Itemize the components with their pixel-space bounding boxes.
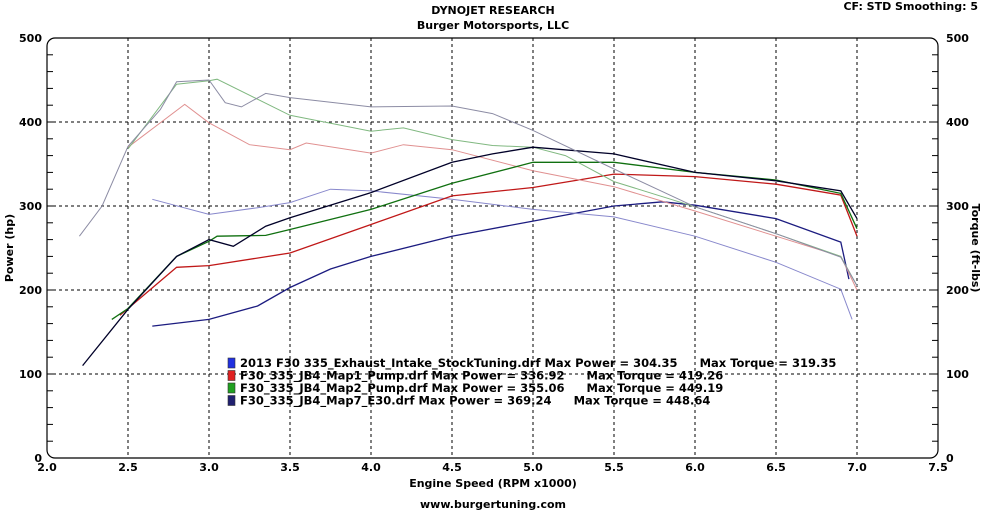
legend-entry: F30_335_JB4_Map2_Pump.drf Max Power = 355… [227,381,724,396]
y2-axis-label: Torque (ft-lbs) [969,204,982,293]
y2-tick-label: 300 [946,200,969,213]
legend-file: 2013 F30 335_Exhaust_Intake_StockTuning.… [240,356,541,371]
legend-swatch [227,395,236,406]
series-power-run-1 [119,173,858,316]
chart-subtitle: Burger Motorsports, LLC [417,19,569,32]
axis-ticks: 2.0 2.5 3.0 3.5 4.0 4.5 5.0 5.5 6.0 6.5 7.0 7.50 010… [19,32,969,474]
plot-frame [46,37,939,459]
legend-max-power: Max Power = 369.24 [418,394,551,408]
legend-entry: 2013 F30 335_Exhaust_Intake_StockTuning.… [227,356,837,371]
grid [47,38,938,458]
settings-label: CF: STD Smoothing: 5 [843,0,978,13]
y-tick-label: 200 [19,284,42,297]
series-power-run-2 [111,161,858,320]
x-tick-label: 2.0 [37,461,57,474]
x-tick-label: 4.0 [361,461,381,474]
chart-title: DYNOJET RESEARCH [431,4,554,17]
series-lines [79,78,858,367]
legend-max-torque: Max Torque = 449.19 [587,381,724,395]
legend-file: F30_335_JB4_Map7_E30.drf [240,394,415,409]
series-torque-run-2 [127,78,858,287]
y2-tick-label: 0 [946,452,954,465]
x-tick-label: 2.5 [118,461,138,474]
legend-max-torque: Max Torque = 448.64 [574,394,711,408]
y-tick-label: 300 [19,200,42,213]
legend-file: F30_335_JB4_Map2_Pump.drf [240,381,428,396]
series-power-run-3 [82,146,858,367]
y2-tick-label: 100 [946,368,969,381]
y-tick-label: 500 [19,32,42,45]
y2-tick-label: 400 [946,116,969,129]
legend-entry: F30_335_JB4_Map7_E30.drf Max Power = 369.… [227,394,711,409]
x-tick-label: 3.5 [280,461,300,474]
y-tick-label: 100 [19,368,42,381]
legend-max-power: Max Power = 304.35 [544,356,677,370]
footer-url: www.burgertuning.com [420,498,566,511]
x-tick-label: 3.0 [199,461,219,474]
x-tick-label: 6.5 [766,461,786,474]
x-tick-label: 7.5 [928,461,948,474]
legend-max-power: Max Power = 355.06 [431,381,564,395]
series-power-run-0 [152,201,850,327]
series-torque-run-1 [127,103,858,291]
legend-swatch [227,370,236,381]
y2-tick-label: 200 [946,284,969,297]
x-tick-label: 6.0 [685,461,705,474]
x-tick-label: 5.5 [604,461,624,474]
x-tick-label: 4.5 [442,461,462,474]
x-tick-label: 7.0 [847,461,867,474]
legend-max-torque: Max Torque = 319.35 [700,356,837,370]
legend-file: F30_335_JB4_Map1_Pump.drf [240,369,428,384]
legend-max-power: Max Power = 336.92 [431,369,564,383]
y-tick-label: 400 [19,116,42,129]
y-tick-label: 0 [34,452,42,465]
x-tick-label: 5.0 [523,461,543,474]
legend-swatch [227,382,236,394]
legend-swatch [227,357,236,369]
legend: 2013 F30 335_Exhaust_Intake_StockTuning.… [227,356,837,409]
series-torque-run-0 [152,188,853,320]
legend-entry: F30_335_JB4_Map1_Pump.drf Max Power = 336… [227,369,724,384]
x-axis-label: Engine Speed (RPM x1000) [409,477,577,490]
y2-tick-label: 500 [946,32,969,45]
series-torque-run-3 [79,79,858,287]
y-axis-label: Power (hp) [3,214,16,282]
legend-max-torque: Max Torque = 419.26 [587,369,724,383]
